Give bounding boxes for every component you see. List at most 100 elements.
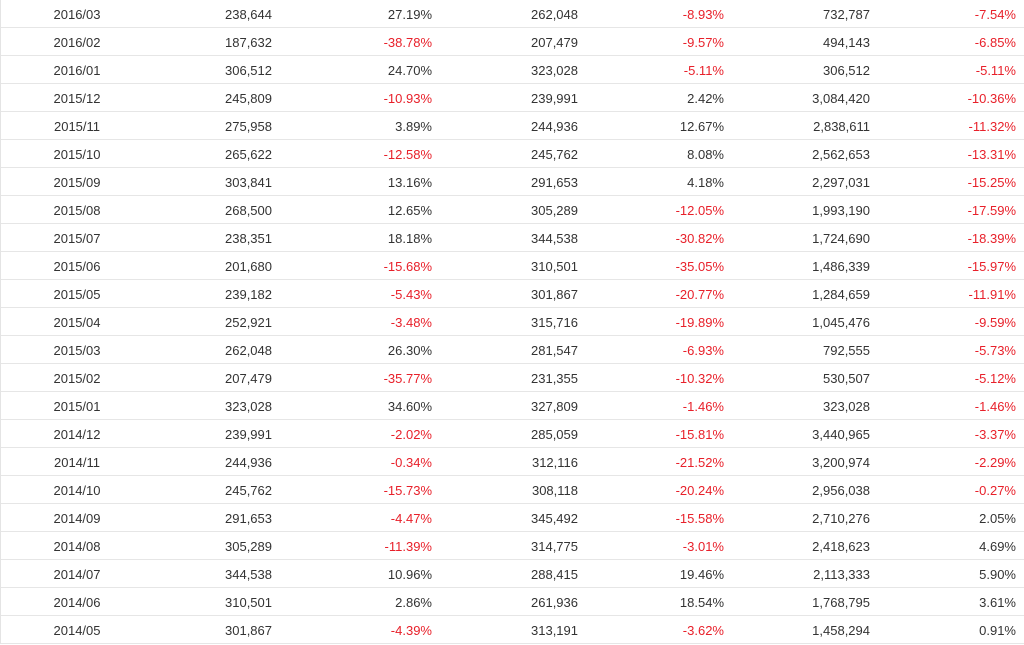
- percent-change-cell: -10.36%: [967, 91, 1016, 106]
- month-cell: 2014/07: [53, 567, 101, 582]
- table-row: 2014/10 245,762 -15.73% 308,118 -20.24% 2,956…: [1, 476, 1024, 504]
- month-cell: 2014/10: [53, 483, 101, 498]
- percent-change-cell: 2.86%: [395, 595, 432, 610]
- month-cell: 2015/02: [53, 371, 101, 386]
- percent-change-cell: 10.96%: [387, 567, 432, 582]
- value-cell: 261,936: [531, 595, 578, 610]
- value-cell: 301,867: [531, 287, 578, 302]
- percent-change-cell: -7.54%: [974, 7, 1016, 22]
- percent-change-cell: 12.65%: [387, 203, 432, 218]
- percent-change-cell: 34.60%: [387, 399, 432, 414]
- value-cell: 207,479: [225, 371, 272, 386]
- percent-change-cell: -0.34%: [390, 455, 432, 470]
- percent-change-cell: 0.91%: [979, 623, 1016, 638]
- percent-change-cell: 18.54%: [679, 595, 724, 610]
- cumulative-value-cell: 2,418,623: [812, 539, 870, 554]
- value-cell: 310,501: [531, 259, 578, 274]
- table-row: 2015/11 275,958 3.89% 244,936 12.67% 2,838,61…: [1, 112, 1024, 140]
- cumulative-value-cell: 3,200,974: [812, 455, 870, 470]
- cumulative-value-cell: 3,084,420: [812, 91, 870, 106]
- value-cell: 245,762: [225, 483, 272, 498]
- month-cell: 2014/11: [53, 455, 101, 470]
- value-cell: 344,538: [531, 231, 578, 246]
- percent-change-cell: -35.05%: [675, 259, 724, 274]
- value-cell: 275,958: [225, 119, 272, 134]
- percent-change-cell: -5.43%: [390, 287, 432, 302]
- table-row: 2015/07 238,351 18.18% 344,538 -30.82% 1,724,…: [1, 224, 1024, 252]
- table-row: 2015/04 252,921 -3.48% 315,716 -19.89% 1,045,…: [1, 308, 1024, 336]
- percent-change-cell: -30.82%: [675, 231, 724, 246]
- cumulative-value-cell: 3,440,965: [812, 427, 870, 442]
- percent-change-cell: 5.90%: [979, 567, 1016, 582]
- percent-change-cell: -9.57%: [682, 35, 724, 50]
- percent-change-cell: -17.59%: [967, 203, 1016, 218]
- percent-change-cell: -3.62%: [682, 623, 724, 638]
- percent-change-cell: -4.47%: [390, 511, 432, 526]
- value-cell: 231,355: [531, 371, 578, 386]
- month-cell: 2016/01: [53, 63, 101, 78]
- cumulative-value-cell: 1,486,339: [812, 259, 870, 274]
- table-row: 2015/01 323,028 34.60% 327,809 -1.46% 323,028…: [1, 392, 1024, 420]
- month-cell: 2015/11: [53, 119, 101, 134]
- value-cell: 312,116: [531, 455, 578, 470]
- table-row: 2014/09 291,653 -4.47% 345,492 -15.58% 2,710,…: [1, 504, 1024, 532]
- value-cell: 238,644: [225, 7, 272, 22]
- table-row: 2014/08 305,289 -11.39% 314,775 -3.01% 2,418,…: [1, 532, 1024, 560]
- value-cell: 305,289: [531, 203, 578, 218]
- value-cell: 305,289: [225, 539, 272, 554]
- value-cell: 313,191: [531, 623, 578, 638]
- percent-change-cell: 26.30%: [387, 343, 432, 358]
- value-cell: 244,936: [225, 455, 272, 470]
- percent-change-cell: 13.16%: [387, 175, 432, 190]
- month-cell: 2015/08: [53, 203, 101, 218]
- percent-change-cell: -8.93%: [682, 7, 724, 22]
- percent-change-cell: -10.32%: [675, 371, 724, 386]
- percent-change-cell: -15.58%: [675, 511, 724, 526]
- cumulative-value-cell: 306,512: [823, 63, 870, 78]
- percent-change-cell: -21.52%: [675, 455, 724, 470]
- percent-change-cell: -18.39%: [967, 231, 1016, 246]
- cumulative-value-cell: 494,143: [823, 35, 870, 50]
- percent-change-cell: -1.46%: [974, 399, 1016, 414]
- percent-change-cell: -5.11%: [683, 63, 724, 78]
- table-row: 2015/09 303,841 13.16% 291,653 4.18% 2,297,03…: [1, 168, 1024, 196]
- table-row: 2014/05 301,867 -4.39% 313,191 -3.62% 1,458,2…: [1, 616, 1024, 644]
- percent-change-cell: -38.78%: [383, 35, 432, 50]
- value-cell: 252,921: [225, 315, 272, 330]
- value-cell: 239,991: [225, 427, 272, 442]
- percent-change-cell: -13.31%: [967, 147, 1016, 162]
- percent-change-cell: -20.77%: [675, 287, 724, 302]
- value-cell: 187,632: [225, 35, 272, 50]
- month-cell: 2015/09: [53, 175, 101, 190]
- percent-change-cell: -0.27%: [974, 483, 1016, 498]
- percent-change-cell: -20.24%: [675, 483, 724, 498]
- percent-change-cell: -15.73%: [383, 483, 432, 498]
- value-cell: 306,512: [225, 63, 272, 78]
- value-cell: 303,841: [225, 175, 272, 190]
- percent-change-cell: -5.12%: [974, 371, 1016, 386]
- percent-change-cell: 2.42%: [687, 91, 724, 106]
- month-cell: 2015/05: [53, 287, 101, 302]
- percent-change-cell: -6.93%: [682, 343, 724, 358]
- percent-change-cell: -12.58%: [383, 147, 432, 162]
- percent-change-cell: -15.81%: [675, 427, 724, 442]
- month-cell: 2015/07: [53, 231, 101, 246]
- value-cell: 201,680: [225, 259, 272, 274]
- percent-change-cell: 27.19%: [387, 7, 432, 22]
- percent-change-cell: -1.46%: [682, 399, 724, 414]
- value-cell: 245,762: [531, 147, 578, 162]
- month-cell: 2015/04: [53, 315, 101, 330]
- value-cell: 238,351: [225, 231, 272, 246]
- value-cell: 268,500: [225, 203, 272, 218]
- value-cell: 239,991: [531, 91, 578, 106]
- percent-change-cell: 3.89%: [395, 119, 432, 134]
- value-cell: 265,622: [225, 147, 272, 162]
- percent-change-cell: -15.68%: [383, 259, 432, 274]
- percent-change-cell: 2.05%: [979, 511, 1016, 526]
- percent-change-cell: 4.18%: [687, 175, 724, 190]
- table-row: 2016/03 238,644 27.19% 262,048 -8.93% 732,787…: [1, 0, 1024, 28]
- cumulative-value-cell: 530,507: [823, 371, 870, 386]
- month-cell: 2014/06: [53, 595, 101, 610]
- percent-change-cell: 4.69%: [979, 539, 1016, 554]
